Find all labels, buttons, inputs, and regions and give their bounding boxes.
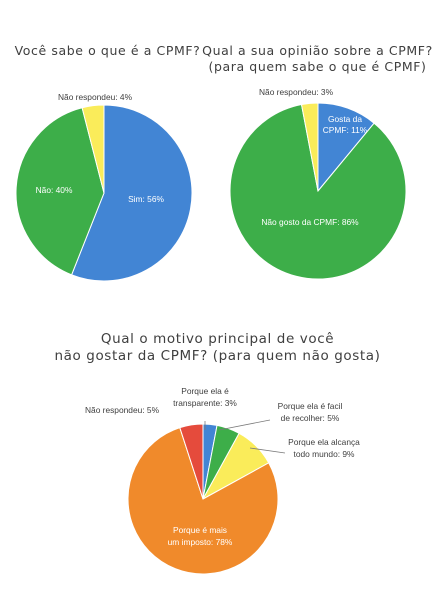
pie-3-label-1-line-1: Porque ela é <box>181 386 229 396</box>
pie-2-label-3: Não respondeu: 3% <box>259 87 334 97</box>
pie-1-label-1-line-1: Sim: 56% <box>128 194 164 204</box>
pie-3-slice-5 <box>179 423 204 500</box>
pie-chart-2: Gosta da CPMF: 11% Não gosto da CPMF: 86% N… <box>229 87 407 280</box>
pie-2-label-1: Gosta da CPMF: 11% <box>323 114 368 135</box>
pie-3-label-4: Porque é mais um imposto: 78% <box>168 525 233 547</box>
chart-2-title-line-2: (para quem sabe o que é CPMF) <box>208 59 427 74</box>
pie-2-slice-2 <box>229 103 407 280</box>
pie-3-label-2: Porque ela é facil de recolher: 5% <box>278 401 343 423</box>
pie-1-label-3-line-1: Não respondeu: 4% <box>58 92 133 102</box>
pie-1-label-1: Sim: 56% <box>128 194 164 204</box>
chart-2-title-line-1: Qual a sua opinião sobre a CPMF? <box>202 43 433 58</box>
pie-3-label-1-line-2: transparente: 3% <box>173 398 237 408</box>
pie-chart-3: Porque ela é transparente: 3% Porque ela é… <box>85 386 360 575</box>
pie-3-label-5: Não respondeu: 5% <box>85 405 160 415</box>
pie-3-label-2-line-2: de recolher: 5% <box>281 413 340 423</box>
chart-1-title: Você sabe o que é a CPMF? <box>0 43 215 59</box>
pie-1-label-2-line-1: Não: 40% <box>36 185 73 195</box>
pie-2-slice-3 <box>300 102 319 192</box>
pie-1-slice-1 <box>70 104 193 282</box>
pie-3-leader-3 <box>249 447 286 454</box>
pie-2-label-1-line-1: Gosta da <box>328 114 362 124</box>
pie-2-label-2: Não gosto da CPMF: 86% <box>261 217 359 227</box>
pie-2-label-3-line-1: Não respondeu: 3% <box>259 87 334 97</box>
pie-3-label-3-line-2: todo mundo: 9% <box>294 449 356 459</box>
chart-1-title-text: Você sabe o que é a CPMF? <box>14 43 201 58</box>
chart-3-title: Qual o motivo principal de você não gost… <box>0 331 435 365</box>
pie-2-label-2-line-1: Não gosto da CPMF: 86% <box>261 217 359 227</box>
chart-3-title-line-2: não gostar da CPMF? (para quem não gosta… <box>54 348 381 364</box>
pie-3-label-5-line-1: Não respondeu: 5% <box>85 405 160 415</box>
pie-3-label-2-line-1: Porque ela é facil <box>278 401 343 411</box>
pie-1-slice-2 <box>15 107 105 276</box>
pie-1-label-2: Não: 40% <box>36 185 73 195</box>
pie-1-label-3: Não respondeu: 4% <box>58 92 133 102</box>
pie-3-slice-4 <box>127 427 279 575</box>
chart-2-title: Qual a sua opinião sobre a CPMF? (para q… <box>200 43 435 75</box>
pie-chart-1: Sim: 56% Não: 40% Não respondeu: 4% <box>15 92 193 282</box>
chart-3-title-line-1: Qual o motivo principal de você <box>100 331 335 347</box>
pie-3-label-4-line-1: Porque é mais <box>173 525 227 535</box>
pie-3-leader-2 <box>218 419 271 431</box>
pie-3-label-4-line-2: um imposto: 78% <box>168 537 233 547</box>
pie-3-label-3-line-1: Porque ela alcança <box>288 437 360 447</box>
pie-1-slice-3 <box>81 104 105 194</box>
pie-3-label-1: Porque ela é transparente: 3% <box>173 386 237 408</box>
pie-2-label-1-line-2: CPMF: 11% <box>323 125 368 135</box>
pie-3-label-3: Porque ela alcança todo mundo: 9% <box>288 437 360 459</box>
